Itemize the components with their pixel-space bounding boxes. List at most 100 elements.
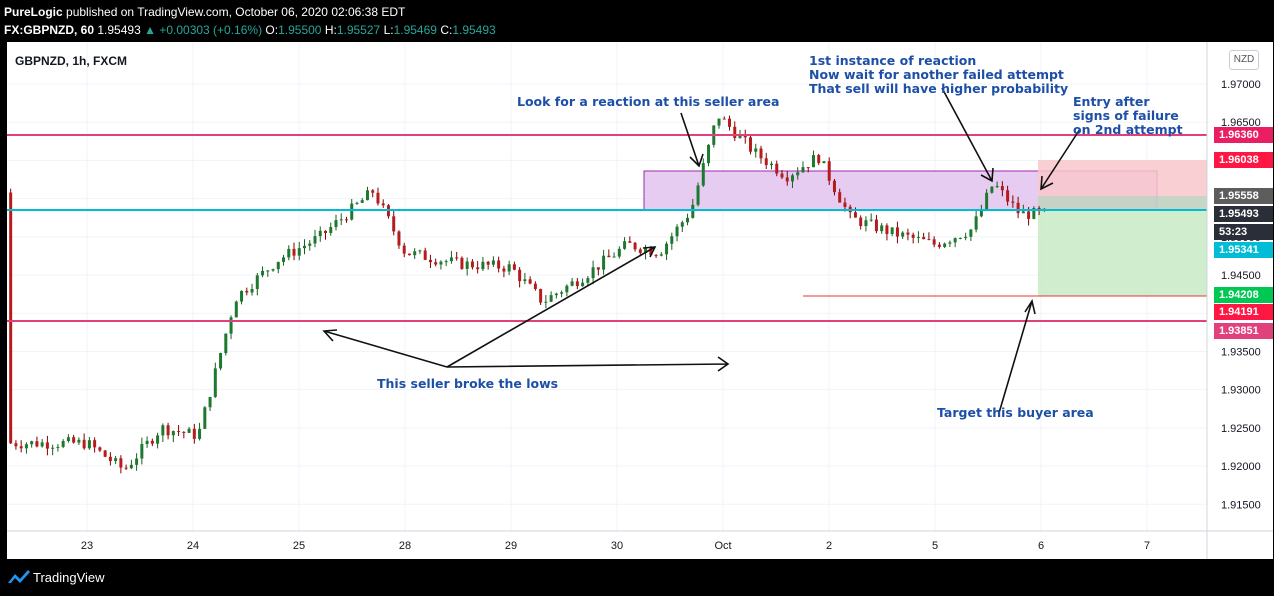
footer-brand[interactable]: TradingView — [33, 570, 105, 585]
x-tick-label: 28 — [399, 540, 411, 552]
candle-body — [906, 232, 910, 235]
candle-body — [56, 446, 60, 448]
stop-zone[interactable] — [1038, 160, 1208, 196]
candle-body — [318, 230, 322, 237]
candle-body — [507, 264, 511, 272]
x-tick-label: 7 — [1144, 540, 1150, 552]
candle-body — [365, 190, 369, 201]
candle-body — [943, 243, 947, 247]
candle-body — [402, 245, 406, 254]
candle-body — [764, 158, 768, 166]
entry-box — [1038, 196, 1208, 210]
arrow-reaction — [941, 87, 994, 183]
candle-body — [161, 425, 165, 436]
candle-body — [491, 260, 495, 265]
candle-body — [324, 230, 327, 233]
candle-body — [675, 226, 679, 237]
close-label: C: — [440, 23, 453, 37]
candle-body — [633, 242, 637, 250]
candle-body — [114, 458, 118, 462]
candle-body — [66, 437, 70, 442]
candle-body — [958, 237, 962, 239]
candle-body — [817, 155, 821, 164]
candle-body — [749, 137, 753, 152]
x-tick-label: 6 — [1038, 540, 1044, 552]
candle-body — [953, 238, 957, 243]
publisher-name[interactable]: PureLogic — [4, 5, 63, 19]
candle-body — [937, 244, 941, 247]
price-tag-target-line: 1.94191 — [1214, 304, 1273, 320]
candle-body — [407, 253, 411, 256]
arrow-entry — [1040, 128, 1081, 191]
candle-body — [156, 435, 160, 444]
candle-body — [801, 167, 805, 173]
candle-body — [790, 175, 794, 182]
price-tag-stop: 1.96038 — [1214, 152, 1273, 168]
last-price: 1.95493 — [97, 23, 141, 37]
candle-body — [964, 236, 968, 238]
candle-body — [1032, 208, 1036, 219]
candle-body — [261, 270, 265, 276]
candle-body — [9, 192, 13, 444]
target-zone[interactable] — [1038, 196, 1208, 296]
candle-body — [769, 163, 773, 166]
candle-body — [680, 222, 684, 227]
y-tick-label: 1.93500 — [1221, 346, 1261, 358]
candle-body — [890, 227, 894, 235]
candle-body — [518, 269, 522, 282]
candle-body — [45, 442, 49, 449]
candle-body — [979, 209, 983, 217]
arrow-mid-low — [446, 246, 657, 368]
candle-body — [198, 428, 202, 439]
candle-body — [1000, 186, 1004, 191]
candle-body — [533, 283, 537, 290]
candle-body — [381, 203, 385, 206]
candle-body — [539, 289, 543, 303]
arrow-target — [998, 298, 1036, 414]
candle-body — [14, 443, 18, 447]
candle-body — [271, 269, 275, 271]
candle-body — [916, 236, 920, 238]
candle-body — [213, 368, 217, 397]
candle-body — [140, 444, 144, 459]
chart-title[interactable]: GBPNZD, 1h, FXCM — [15, 54, 128, 68]
candle-body — [822, 161, 826, 164]
x-tick-label: 23 — [81, 540, 93, 552]
symbol-label: FX:GBPNZD, 60 — [4, 23, 95, 37]
countdown-tag: 53:23 — [1214, 224, 1273, 240]
candle-body — [434, 262, 438, 265]
candle-body — [229, 317, 233, 334]
candle-body — [439, 261, 443, 265]
candle-body — [145, 440, 149, 445]
x-tick-label: Oct — [714, 540, 731, 552]
candle-body — [418, 250, 422, 252]
candle-body — [72, 437, 76, 443]
y-tick-label: 1.92500 — [1221, 423, 1261, 435]
candle-body — [565, 285, 569, 293]
candle-body — [376, 192, 380, 204]
currency-badge[interactable]: NZD — [1229, 50, 1259, 70]
chart-area[interactable]: 1.970001.965001.960001.955001.950001.945… — [7, 42, 1273, 559]
candle-body — [717, 118, 721, 126]
candle-body — [654, 255, 658, 257]
tradingview-logo-icon[interactable] — [8, 569, 30, 585]
candle-body — [1027, 211, 1031, 219]
candle-body — [754, 148, 758, 152]
candle-body — [61, 441, 65, 447]
candle-body — [827, 161, 831, 181]
candle-body — [423, 250, 427, 260]
x-tick-label: 24 — [187, 540, 199, 552]
note-reaction-3: That sell will have higher probability — [809, 81, 1069, 96]
price-tag-last: 1.95493 — [1214, 206, 1273, 222]
candle-body — [895, 227, 899, 237]
candle-body — [707, 144, 711, 164]
arrow-seller-area — [680, 112, 704, 168]
candle-body — [397, 231, 401, 246]
candle-body — [911, 234, 915, 238]
candle-body — [282, 257, 286, 262]
price-tag-entry: 1.95558 — [1214, 188, 1273, 204]
candle-body — [219, 353, 223, 369]
candle-body — [476, 267, 480, 270]
candle-body — [98, 447, 102, 451]
candle-body — [1016, 202, 1020, 214]
